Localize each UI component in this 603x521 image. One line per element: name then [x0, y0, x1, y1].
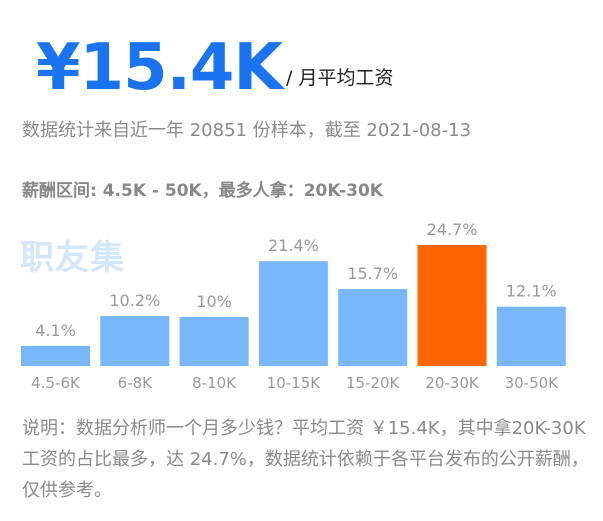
category-label-15-20K: 15-20K — [346, 374, 401, 392]
salary-unit-label: / 月平均工资 — [286, 67, 394, 89]
value-label-20-30K: 24.7% — [427, 220, 478, 239]
value-label-4.5-6K: 4.1% — [35, 321, 76, 340]
category-label-20-30K: 20-30K — [425, 374, 480, 392]
salary-range-summary: 薪酬区间: 4.5K - 50K，最多人拿：20K-30K — [22, 181, 383, 201]
category-label-8-10K: 8-10K — [192, 374, 237, 392]
data-source-note: 数据统计来自近一年 20851 份样本，截至 2021-08-13 — [22, 120, 472, 141]
category-label-30-50K: 30-50K — [505, 374, 560, 392]
watermark-logo: 职友集 — [20, 238, 125, 278]
salary-distribution-chart: 4.1% 4.5-6K 10.2% 6-8K 10% 8-10K 21.4% 10-15K 15… — [21, 220, 566, 392]
bar-15-20K — [338, 289, 408, 366]
value-label-6-8K: 10.2% — [109, 291, 160, 310]
bar-30-50K — [496, 306, 566, 366]
bar-10-15K — [258, 261, 328, 366]
value-label-30-50K: 12.1% — [506, 282, 557, 301]
value-label-8-10K: 10% — [196, 292, 232, 311]
category-label-10-15K: 10-15K — [267, 374, 322, 392]
average-salary-value: ¥15.4K — [36, 31, 283, 105]
category-label-6-8K: 6-8K — [118, 374, 153, 392]
bar-6-8K — [100, 316, 170, 366]
salary-headline: ¥15.4K / 月平均工资 — [36, 10, 393, 100]
bar-8-10K — [179, 317, 249, 366]
explanation-text: 说明：数据分析师一个月多少钱？平均工资 ￥15.4K，其中拿20K-30K 工资… — [22, 418, 589, 501]
category-label-4.5-6K: 4.5-6K — [31, 374, 81, 392]
bar-20-30K — [417, 245, 487, 366]
bar-4.5-6K — [21, 345, 90, 366]
value-label-10-15K: 21.4% — [268, 236, 319, 255]
value-label-15-20K: 15.7% — [347, 264, 398, 283]
